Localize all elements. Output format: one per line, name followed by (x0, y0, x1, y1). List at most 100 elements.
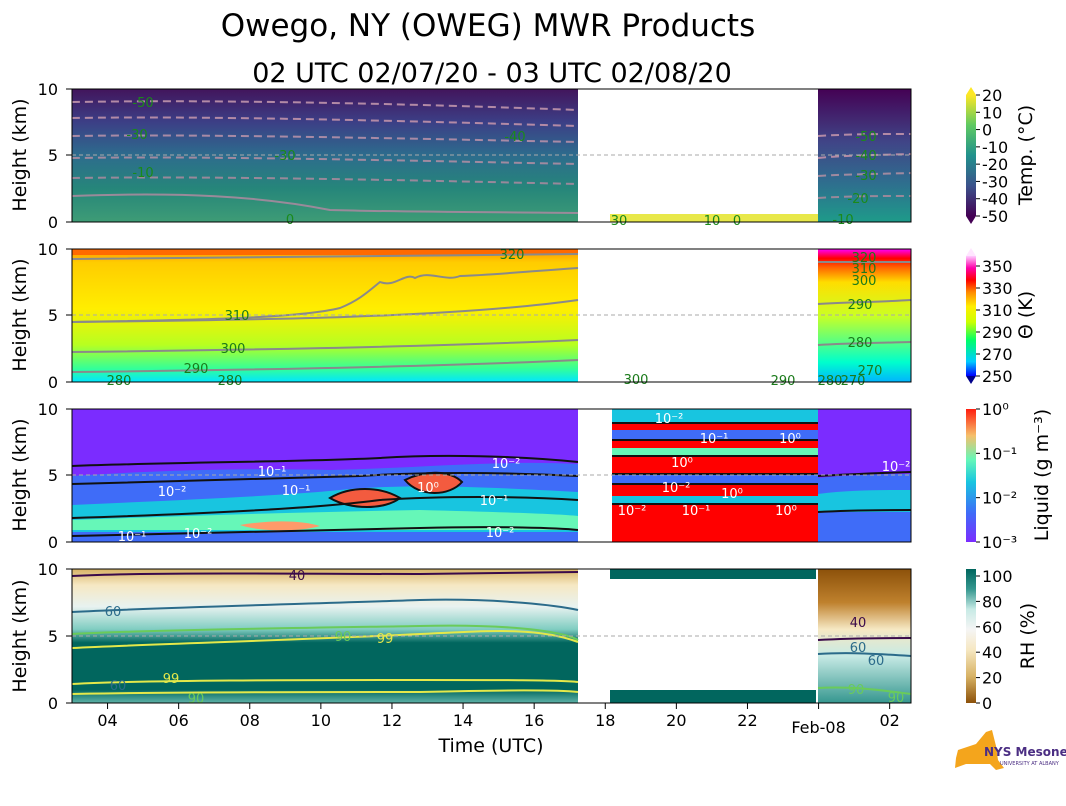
liquid-contour-label: 10⁰ (721, 487, 743, 502)
colorbar-extend-bottom (966, 216, 976, 224)
theta-contour-label: 290 (184, 362, 209, 377)
liquid-contour-label: 10⁻¹ (118, 530, 147, 545)
temperature-isotherm (71, 156, 579, 165)
theta-colorbar: 350 330 310 290 270 250 Θ (K) (966, 248, 1037, 386)
rh-colorbar-label: RH (%) (1017, 603, 1039, 669)
rh-contour-label: 90 (335, 630, 352, 645)
liquid-yticks: 10 5 0 (38, 400, 58, 552)
rh-panel: 40 60 90 99 99 60 90 40 60 60 90 90 (71, 568, 912, 707)
colorbar-tick-label: 20 (982, 86, 1002, 105)
theta-isentrope (817, 299, 912, 305)
colorbar-tick-label: 60 (982, 618, 1002, 637)
liquid-cloud-region (405, 472, 462, 493)
rh-contour (71, 598, 579, 613)
temperature-isotherm (817, 172, 912, 177)
liquid-contour-label: 10⁻² (158, 485, 187, 500)
colorbar-tick-label: 350 (982, 257, 1013, 276)
theta-colorbar-label: Θ (K) (1015, 291, 1037, 339)
xtick-label: 18 (595, 711, 615, 730)
liquid-contour-label: 10⁻² (662, 481, 691, 496)
liquid-contour-label: 10⁰ (417, 481, 439, 496)
colorbar-tick-label: -30 (982, 172, 1008, 191)
xtick-label: 06 (168, 711, 188, 730)
xtick-label: 20 (666, 711, 686, 730)
theta-contour-label: 300 (221, 342, 246, 357)
xtick-label: Feb-08 (791, 718, 845, 737)
rh-contour (71, 571, 579, 577)
xtick-label: 16 (524, 711, 544, 730)
theta-panel: 320 310 300 290 280 280 300 290 280 270 … (71, 248, 912, 389)
colorbar-tick-label: 0 (982, 694, 992, 713)
temperature-contour-label: -40 (504, 130, 525, 145)
rh-contour-label: 60 (110, 679, 127, 694)
ytick-label: 10 (38, 80, 58, 99)
colorbar-tick-label: -10 (982, 138, 1008, 157)
rh-yticks: 10 5 0 (38, 560, 58, 713)
xtick-label: 04 (97, 711, 117, 730)
temperature-isotherm (71, 116, 579, 127)
colorbar-tick-label: 100 (982, 567, 1013, 586)
temperature-colorbar-label: Temp. (°C) (1015, 105, 1037, 206)
ytick-label: 5 (48, 627, 58, 646)
liquid-colorbar: 10⁰ 10⁻¹ 10⁻² 10⁻³ Liquid (g m⁻³) (966, 400, 1053, 552)
rh-ylabel: Height (km) (9, 579, 31, 692)
liquid-right-band (612, 496, 818, 504)
temperature-contour-label: -40 (855, 149, 876, 164)
rh-contour-label: 60 (868, 654, 885, 669)
liquid-contour-label: 10⁻² (486, 526, 515, 541)
theta-contour-label: 310 (225, 309, 250, 324)
colorbar-tick-label: 250 (982, 367, 1013, 386)
x-axis-label: Time (UTC) (437, 735, 543, 757)
ytick-label: 0 (48, 373, 58, 392)
rh-contour (817, 652, 912, 657)
theta-contour-label: 280 (848, 336, 873, 351)
theta-contour-label: 290 (848, 298, 873, 313)
liquid-contour-label: 10⁻¹ (480, 494, 509, 509)
x-axis-ticks: 04 06 08 10 12 14 16 18 20 22 Feb-08 02 (97, 703, 900, 737)
theta-contour-label: 310 (852, 262, 877, 277)
liquid-contour-label: 10⁻² (655, 412, 684, 427)
rh-contour-label: 90 (888, 691, 905, 706)
xtick-label: 08 (240, 711, 260, 730)
temperature-contour-label: -10 (132, 166, 153, 181)
rh-contour-label: 90 (848, 683, 865, 698)
colorbar-extend-bottom (966, 376, 976, 384)
temperature-isotherm (71, 134, 579, 143)
temperature-contour-label: 0 (286, 213, 294, 228)
liquid-right-band (612, 430, 818, 440)
liquid-contour (71, 526, 579, 537)
ytick-marks (66, 88, 72, 704)
theta-isentrope (71, 339, 579, 353)
rh-contour (817, 686, 912, 695)
liquid-contour (71, 472, 579, 485)
temperature-isotherm (71, 176, 579, 185)
liquid-right-band (612, 448, 818, 456)
theta-contour-label: 270 (858, 364, 883, 379)
rh-colorbar: 100 80 60 40 20 0 RH (%) (966, 567, 1039, 713)
colorbar-tick-label: -50 (982, 207, 1008, 226)
liquid-contour-label: 10⁻¹ (258, 465, 287, 480)
temperature-contour-label: -50 (132, 96, 153, 111)
liquid-contour-label: 10⁰ (671, 456, 693, 471)
rh-contour (71, 689, 579, 695)
xtick-label: 02 (879, 711, 899, 730)
temperature-isotherm (71, 193, 579, 214)
colorbar-extend-top (966, 248, 976, 256)
ytick-label: 0 (48, 694, 58, 713)
theta-contour-label: 320 (852, 251, 877, 266)
temperature-ylabel: Height (km) (9, 98, 31, 211)
theta-isentrope (71, 253, 579, 260)
liquid-contour-label: 10⁰ (775, 504, 797, 519)
liquid-right-band (612, 409, 818, 423)
colorbar-extend-top (966, 87, 976, 95)
ytick-label: 10 (38, 240, 58, 259)
liquid-right-band (612, 474, 818, 484)
temperature-isotherm (817, 195, 912, 199)
temperature-contour-label: -30 (855, 169, 876, 184)
theta-isentrope (71, 267, 579, 323)
new-york-state-icon (955, 730, 1004, 770)
liquid-contour (403, 471, 464, 494)
temperature-yticks: 10 5 0 (38, 80, 58, 232)
figure-title: Owego, NY (OWEG) MWR Products (221, 8, 756, 44)
